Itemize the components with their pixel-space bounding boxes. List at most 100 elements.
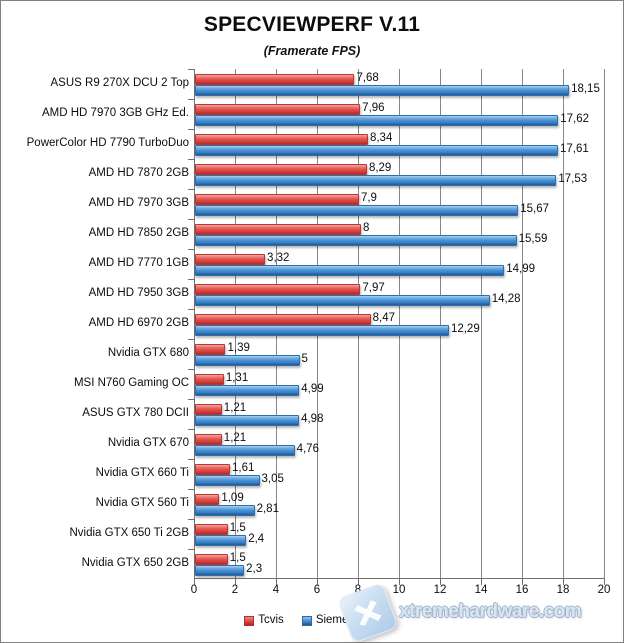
data-label: 8,29 [368, 161, 392, 174]
data-label: 2,4 [248, 532, 265, 545]
bar-siemens-nx [195, 204, 519, 217]
data-label: 14,28 [491, 292, 521, 305]
category-label: ASUS R9 270X DCU 2 Top [50, 77, 190, 89]
data-label: 7,9 [360, 191, 377, 204]
bar-tcvis [195, 163, 367, 176]
category-label: Nvidia GTX 650 Ti 2GB [69, 527, 189, 539]
data-label: 1,61 [232, 461, 255, 474]
bar-tcvis [195, 523, 228, 536]
category-label: AMD HD 6970 2GB [88, 317, 189, 329]
bar-siemens-nx [195, 384, 300, 397]
bar-siemens-nx [195, 414, 300, 427]
bar-tcvis [195, 433, 222, 446]
category-axis-labels: ASUS R9 270X DCU 2 Top AMD HD 7970 3GB GH… [1, 69, 189, 579]
x-axis-tick-label: 18 [556, 584, 570, 596]
data-label: 1,21 [223, 431, 247, 444]
bar-tcvis [195, 313, 371, 326]
x-axis-tick-label: 4 [272, 584, 280, 596]
data-label: 1,39 [227, 341, 250, 354]
bar-tcvis [195, 193, 359, 206]
category-label: Nvidia GTX 650 2GB [81, 557, 189, 569]
x-axis-labels: 02468101214161820 [190, 584, 611, 601]
bar-tcvis [195, 253, 266, 266]
data-label: 8 [363, 221, 370, 234]
category-label: PowerColor HD 7790 TurboDuo [26, 137, 189, 149]
bar-tcvis [195, 463, 230, 476]
data-label: 17,53 [558, 172, 588, 185]
bar-siemens-nx [195, 474, 260, 487]
chart-title: SPECVIEWPERF V.11 [203, 13, 421, 36]
bar-siemens-nx [195, 174, 557, 187]
category-label: Nvidia GTX 660 Ti [95, 467, 189, 479]
bar-tcvis [195, 403, 222, 416]
bar-tcvis [195, 103, 361, 116]
data-label: 1,31 [225, 371, 249, 384]
bar-tcvis [195, 73, 355, 86]
bar-siemens-nx [195, 264, 505, 277]
watermark-text: xtremehardware.com [399, 601, 582, 622]
bar-siemens-nx [195, 444, 295, 457]
bar-tcvis [195, 343, 226, 356]
data-label: 3,32 [267, 251, 290, 264]
data-label: 15,67 [520, 202, 550, 215]
x-axis-line [194, 578, 604, 579]
bar-tcvis [195, 553, 228, 566]
bar-tcvis [195, 133, 368, 146]
data-label: 5 [301, 352, 308, 365]
data-label: 7,96 [362, 101, 385, 114]
bar-siemens-nx [195, 144, 558, 157]
gridline [604, 69, 605, 579]
category-label: Nvidia GTX 560 Ti [95, 497, 189, 509]
data-label: 7,68 [356, 71, 379, 84]
category-label: Nvidia GTX 680 [107, 347, 189, 359]
legend-swatch-blue [301, 615, 312, 626]
chart-subtitle: (Framerate FPS) [263, 44, 361, 58]
x-axis-tick-label: 14 [474, 584, 488, 596]
plot-area: 7,68 18,15 7,96 17,62 8,34 17,61 8,29 17,53 7,9 1… [188, 69, 605, 585]
xtremehardware-x-logo-icon [337, 582, 399, 642]
category-label: Nvidia GTX 670 [107, 437, 189, 449]
x-axis-tick-label: 20 [597, 584, 611, 596]
data-label: 2,81 [256, 502, 279, 515]
data-label: 2,3 [246, 562, 263, 575]
category-label: AMD HD 7870 2GB [88, 167, 189, 179]
bar-siemens-nx [195, 84, 570, 97]
legend-label: Tcvis [258, 614, 284, 626]
data-label: 1,09 [221, 491, 244, 504]
data-label: 4,98 [301, 412, 324, 425]
data-label: 1,21 [223, 401, 247, 414]
data-label: 1,5 [229, 521, 246, 534]
bar-siemens-nx [195, 234, 517, 247]
x-axis-tick-label: 2 [231, 584, 239, 596]
bar-siemens-nx [195, 534, 247, 547]
x-axis-tick-label: 0 [190, 584, 198, 596]
x-axis-tick-label: 12 [433, 584, 447, 596]
bar-siemens-nx [195, 564, 245, 577]
category-label: AMD HD 7850 2GB [88, 227, 189, 239]
bar-tcvis [195, 373, 224, 386]
category-label: AMD HD 7950 3GB [88, 287, 189, 299]
data-label: 12,29 [450, 322, 480, 335]
x-axis-tick-label: 10 [392, 584, 406, 596]
data-label: 17,62 [560, 112, 589, 125]
category-label: AMD HD 7970 3GB [88, 197, 189, 209]
bar-siemens-nx [195, 294, 490, 307]
data-label: 4,99 [301, 382, 324, 395]
category-label: AMD HD 7970 3GB GHz Ed. [42, 107, 189, 119]
y-axis-line [194, 69, 195, 579]
category-label: AMD HD 7770 1GB [88, 257, 189, 269]
bar-tcvis [195, 283, 361, 296]
data-label: 7,97 [362, 281, 385, 294]
bar-siemens-nx [195, 114, 559, 127]
legend-swatch-red [244, 615, 255, 626]
bar-tcvis [195, 223, 361, 236]
bar-siemens-nx [195, 324, 449, 337]
data-label: 14,99 [506, 262, 536, 275]
data-label: 18,15 [571, 82, 600, 95]
data-label: 8,34 [369, 131, 393, 144]
data-label: 1,5 [229, 551, 246, 564]
category-label: MSI N760 Gaming OC [73, 377, 189, 389]
data-label: 3,05 [261, 472, 284, 485]
bar-siemens-nx [195, 354, 300, 367]
